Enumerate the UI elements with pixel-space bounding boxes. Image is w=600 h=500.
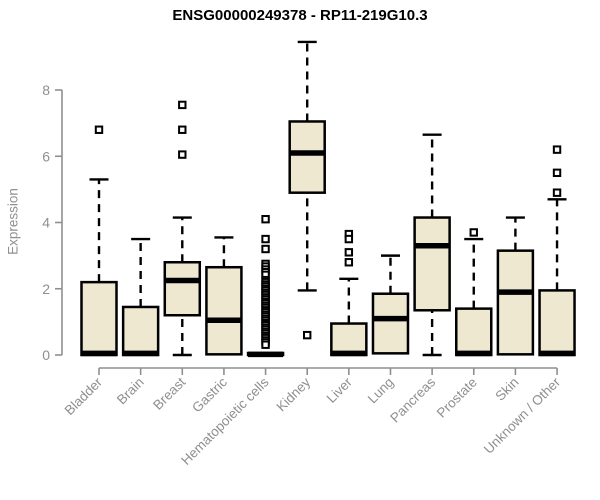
outlier-point <box>178 150 187 159</box>
box-kidney <box>288 40 326 340</box>
x-tick-label-lung: Lung <box>365 375 397 407</box>
outlier-point <box>94 125 104 134</box>
iqr-box <box>205 265 243 356</box>
iqr-box <box>496 249 535 356</box>
box-breast <box>163 100 202 357</box>
iqr-box <box>371 292 410 355</box>
iqr-box <box>538 289 576 357</box>
x-tick-label-pancreas: Pancreas <box>387 374 438 425</box>
iqr-box <box>455 307 493 357</box>
box-pancreas <box>413 133 451 357</box>
box-hematopoietic-cells <box>246 214 285 358</box>
x-tick-label-kidney: Kidney <box>274 374 314 414</box>
iqr-box <box>330 322 368 357</box>
box-unknown-other <box>538 145 576 357</box>
iqr-box <box>121 305 160 357</box>
outlier-point <box>469 228 478 237</box>
y-tick-label-8: 8 <box>42 82 50 98</box>
outlier-point <box>303 330 312 340</box>
outlier-point <box>261 214 270 224</box>
y-tick-label-0: 0 <box>42 347 50 363</box>
box-liver <box>330 229 368 357</box>
outlier-point <box>178 125 187 134</box>
iqr-box <box>80 280 118 357</box>
box-bladder <box>80 125 118 357</box>
outlier-point <box>344 248 354 257</box>
outlier-point <box>344 234 354 244</box>
iqr-box <box>413 216 451 312</box>
iqr-box <box>163 261 202 317</box>
box-gastric <box>205 236 243 356</box>
outlier-point <box>261 244 270 254</box>
y-tick-label-4: 4 <box>42 215 50 231</box>
x-tick-label-unknown-other: Unknown / Other <box>481 374 564 457</box>
box-skin <box>496 216 535 356</box>
x-tick-label-brain: Brain <box>114 375 147 408</box>
box-brain <box>121 237 160 357</box>
x-tick-label-liver: Liver <box>324 374 356 406</box>
y-tick-label-6: 6 <box>42 148 50 164</box>
x-tick-label-prostate: Prostate <box>434 375 480 421</box>
iqr-box <box>288 120 326 194</box>
outlier-point <box>344 258 354 267</box>
x-tick-label-skin: Skin <box>492 375 521 404</box>
x-tick-label-gastric: Gastric <box>189 374 230 415</box>
outlier-point <box>552 188 562 197</box>
x-tick-label-bladder: Bladder <box>62 374 106 418</box>
outlier-point <box>552 168 562 178</box>
box-prostate <box>455 228 493 357</box>
y-tick-label-2: 2 <box>42 281 50 297</box>
outlier-point <box>178 100 187 110</box>
outlier-point <box>552 145 562 154</box>
outlier-point <box>261 234 270 244</box>
outlier-point <box>261 340 270 349</box>
box-lung <box>371 254 410 355</box>
x-tick-label-breast: Breast <box>150 374 188 412</box>
chart-title: ENSG00000249378 - RP11-219G10.3 <box>172 7 428 24</box>
